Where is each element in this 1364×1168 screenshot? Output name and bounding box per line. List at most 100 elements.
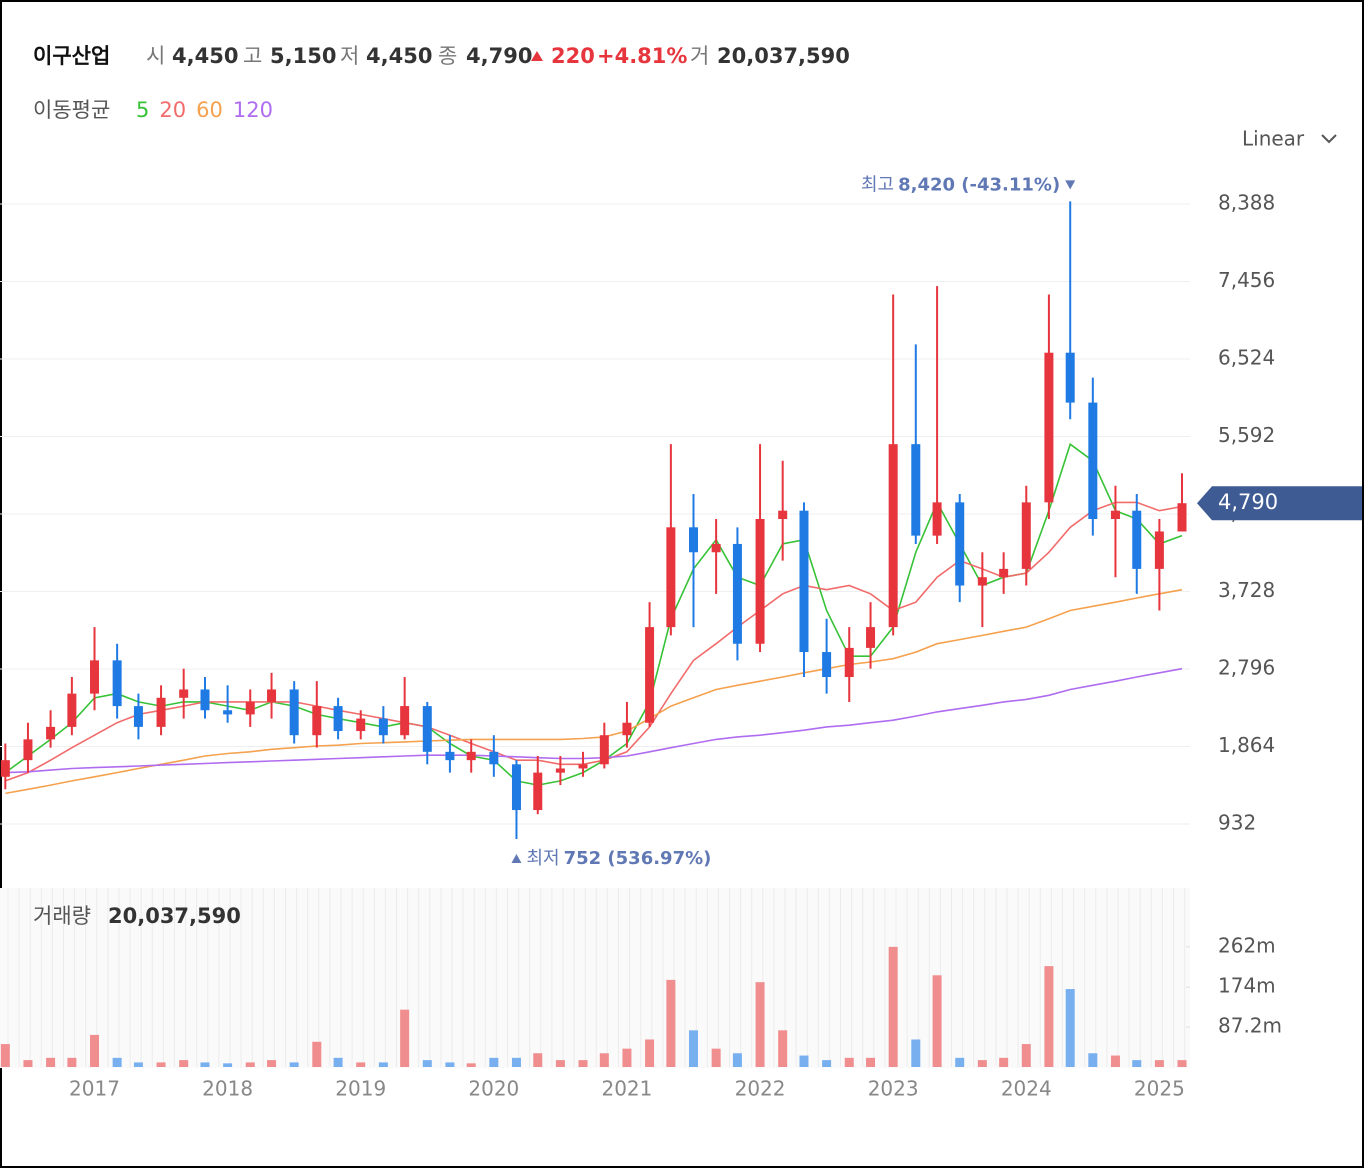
max-marker xyxy=(1065,180,1076,190)
candle-body xyxy=(666,527,676,628)
volume-stripes xyxy=(7,888,1186,1067)
candle-body xyxy=(133,706,143,727)
volume-bar xyxy=(799,1055,809,1067)
volume-title: 거래량 xyxy=(33,904,91,928)
scale-menu[interactable]: Linear xyxy=(1242,127,1305,151)
candle-body xyxy=(622,722,632,736)
candle-body xyxy=(977,577,987,586)
candle-body xyxy=(1044,352,1054,503)
y-tick-label: 3,728 xyxy=(1218,578,1275,602)
min-value: 752 (536.97%) xyxy=(564,848,712,869)
candle-body xyxy=(23,739,33,761)
candle-body xyxy=(911,444,921,536)
volume-bar xyxy=(533,1053,543,1067)
open-value: 4,450 xyxy=(172,44,238,68)
up-arrow xyxy=(531,51,543,61)
open-label: 시 xyxy=(146,44,165,68)
volume-bar xyxy=(645,1039,655,1067)
volume-bar xyxy=(1132,1060,1142,1067)
volume-bar xyxy=(466,1063,476,1067)
volume-bar xyxy=(400,1009,410,1067)
candle-body xyxy=(223,710,233,715)
volume-bar xyxy=(0,1044,10,1067)
volume-bar xyxy=(888,946,898,1067)
price-tag xyxy=(1197,486,1362,521)
candle-body xyxy=(888,444,898,628)
volume-tick-label: 262m xyxy=(1218,933,1276,957)
x-tick-label: 2017 xyxy=(69,1077,120,1101)
volume-bar xyxy=(1154,1060,1164,1067)
volume-bar xyxy=(732,1053,742,1067)
volume-bar xyxy=(977,1060,987,1067)
volume-bar xyxy=(245,1062,255,1067)
candle-body xyxy=(156,697,166,727)
volume-label: 거 xyxy=(690,44,709,68)
volume-bar xyxy=(844,1057,854,1067)
high-label: 고 xyxy=(243,44,262,68)
x-tick-label: 2018 xyxy=(202,1077,253,1101)
volume-bar xyxy=(223,1063,233,1067)
volume-bar xyxy=(666,979,676,1067)
ma-legend: 5 20 60 120 xyxy=(136,98,273,122)
high-value: 5,150 xyxy=(270,44,336,68)
candle-body xyxy=(422,706,432,752)
volume-value: 20,037,590 xyxy=(717,44,850,68)
x-tick-label: 2019 xyxy=(335,1077,386,1101)
low-label: 저 xyxy=(340,44,359,68)
volume-bar xyxy=(711,1048,721,1067)
candle-body xyxy=(732,543,742,644)
candle-body xyxy=(755,519,765,644)
volume-bar xyxy=(1044,966,1054,1067)
volume-bar xyxy=(489,1057,499,1067)
candle-body xyxy=(200,689,210,711)
volume-bar xyxy=(822,1060,832,1067)
volume-bar xyxy=(333,1057,343,1067)
candle-body xyxy=(179,689,189,698)
candle-body xyxy=(1177,503,1187,532)
volume-bar xyxy=(312,1041,322,1067)
x-tick-label: 2024 xyxy=(1001,1077,1052,1101)
volume-bar xyxy=(112,1057,122,1067)
change: 220 xyxy=(551,44,595,68)
min-prefix: 최저 xyxy=(526,848,559,869)
min-marker xyxy=(511,853,522,863)
candle-body xyxy=(312,706,322,736)
candle-body xyxy=(112,660,122,707)
candle-body xyxy=(445,751,455,761)
max-value: 8,420 (-43.11%) xyxy=(898,174,1060,195)
candle-body xyxy=(778,510,788,520)
candle-body xyxy=(1110,510,1120,520)
candle-body xyxy=(1132,510,1142,569)
x-tick-label: 2021 xyxy=(601,1077,652,1101)
x-tick-label: 2022 xyxy=(735,1077,786,1101)
volume-bar xyxy=(289,1062,299,1067)
candle-body xyxy=(0,760,10,777)
volume-bar xyxy=(578,1060,588,1067)
close-value: 4,790 xyxy=(466,44,532,68)
y-tick-label: 5,592 xyxy=(1218,423,1275,447)
volume-bar xyxy=(1088,1053,1098,1067)
legend-entry: 120 xyxy=(233,98,273,122)
volume-bar xyxy=(755,982,765,1067)
volume-bar xyxy=(511,1057,521,1067)
volume-bar xyxy=(1177,1060,1187,1067)
candle-body xyxy=(999,568,1009,578)
volume-bar xyxy=(1065,989,1075,1067)
legend-entry: 20 xyxy=(159,98,186,122)
candle-body xyxy=(90,660,100,694)
candle-body xyxy=(1065,352,1075,403)
y-tick-label: 8,388 xyxy=(1218,191,1275,215)
volume-bar xyxy=(911,1039,921,1067)
volume-bar xyxy=(1110,1055,1120,1067)
candle-body xyxy=(333,706,343,732)
candle-body xyxy=(689,527,699,553)
volume-bar xyxy=(133,1062,143,1067)
volume-bar xyxy=(200,1062,210,1067)
y-tick-label: 2,796 xyxy=(1218,656,1275,680)
volume-bg xyxy=(0,888,1190,1068)
price-tag-label: 4,790 xyxy=(1218,490,1278,514)
chevron[interactable] xyxy=(1321,134,1337,144)
y-tick-label: 6,524 xyxy=(1218,346,1275,370)
x-tick-label: 2020 xyxy=(468,1077,519,1101)
